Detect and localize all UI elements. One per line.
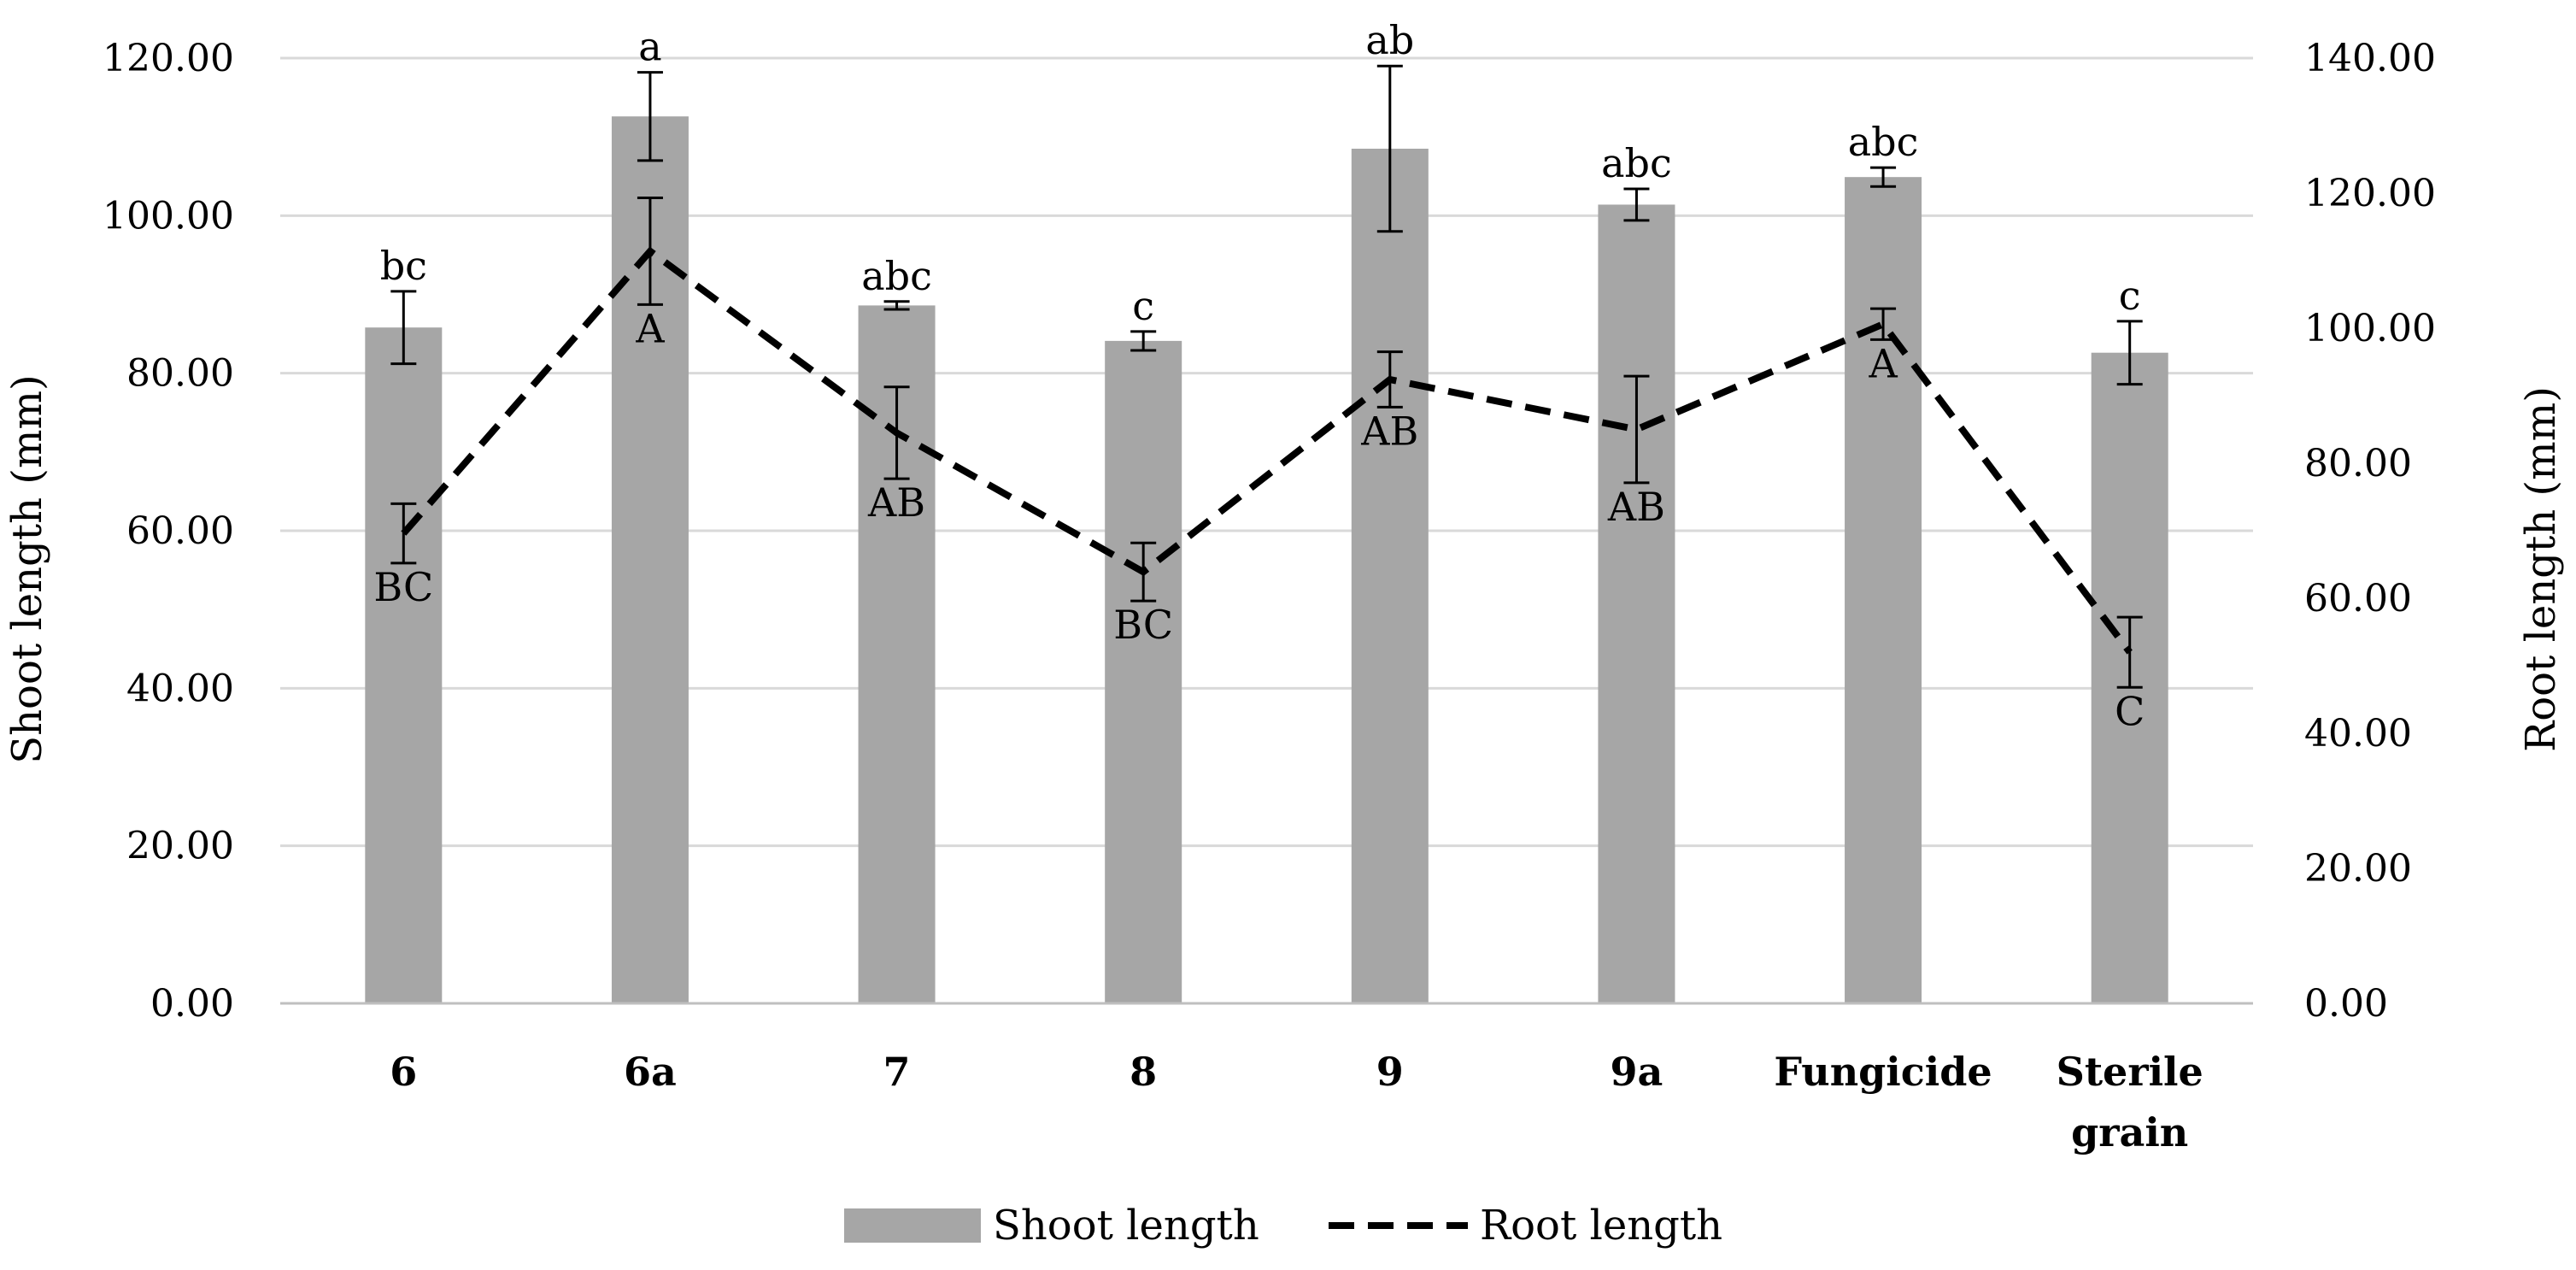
y-tick-label: 100.00 bbox=[103, 194, 234, 238]
bar bbox=[365, 327, 443, 1004]
root-sig-label: BC bbox=[373, 564, 433, 610]
bar bbox=[1598, 204, 1675, 1003]
y2-tick-label: 40.00 bbox=[2304, 712, 2412, 756]
y-tick-label: 20.00 bbox=[126, 825, 234, 868]
bar bbox=[1351, 148, 1429, 1003]
shoot-sig-label: c bbox=[2119, 273, 2141, 319]
root-length-line bbox=[401, 246, 2133, 655]
legend-shoot-swatch bbox=[844, 1208, 981, 1243]
root-sig-label: A bbox=[635, 305, 665, 351]
root-sig-label: AB bbox=[867, 479, 925, 526]
shoot-sig-label: a bbox=[638, 24, 661, 70]
y2-axis-title: Root length (mm) bbox=[2517, 386, 2565, 752]
shoot-sig-label: c bbox=[1132, 283, 1154, 329]
x-tick-label: 6a bbox=[624, 1049, 677, 1095]
x-tick-label: Sterile bbox=[2057, 1049, 2203, 1095]
bar bbox=[1105, 340, 1182, 1004]
y2-tick-label: 20.00 bbox=[2304, 847, 2412, 891]
y2-tick-label: 120.00 bbox=[2304, 172, 2436, 215]
y-tick-label: 120.00 bbox=[103, 37, 234, 80]
root-sig-label: A bbox=[1868, 340, 1898, 386]
y2-tick-label: 100.00 bbox=[2304, 307, 2436, 350]
shoot-length-bars bbox=[365, 116, 2168, 1004]
x-tick-label: 6 bbox=[390, 1049, 417, 1095]
gridlines bbox=[280, 56, 2253, 848]
y-tick-label: 40.00 bbox=[126, 667, 234, 710]
root-sig-label: AB bbox=[1607, 484, 1665, 530]
x-tick-label: grain bbox=[2071, 1109, 2188, 1155]
root-length-path bbox=[401, 246, 2133, 655]
y2-tick-label: 80.00 bbox=[2304, 442, 2412, 485]
shoot-sig-label: bc bbox=[380, 243, 427, 289]
root-length-error-bars bbox=[390, 197, 2143, 689]
legend: Shoot length Root length bbox=[844, 1202, 1722, 1249]
legend-root-label: Root length bbox=[1480, 1202, 1722, 1249]
x-tick-label: 9a bbox=[1611, 1049, 1664, 1095]
y-tick-label: 0.00 bbox=[150, 982, 234, 1026]
root-sig-label: C bbox=[2115, 688, 2145, 734]
bar bbox=[1845, 177, 1922, 1004]
legend-shoot-label: Shoot length bbox=[993, 1202, 1259, 1249]
shoot-sig-label: abc bbox=[1601, 140, 1672, 186]
y-axis-title: Shoot length (mm) bbox=[3, 374, 51, 763]
y-tick-label: 60.00 bbox=[126, 509, 234, 553]
shoot-sig-label: ab bbox=[1365, 17, 1414, 63]
y2-tick-label: 140.00 bbox=[2304, 37, 2436, 80]
x-tick-label: 7 bbox=[883, 1049, 911, 1095]
root-sig-label: AB bbox=[1360, 408, 1418, 454]
x-tick-label: 8 bbox=[1130, 1049, 1157, 1095]
root-sig-label: BC bbox=[1113, 602, 1173, 648]
y2-tick-label: 60.00 bbox=[2304, 577, 2412, 620]
y-tick-label: 80.00 bbox=[126, 352, 234, 396]
significance-labels: bc a abc c ab abc abc c BC A AB BC AB AB A C bbox=[373, 17, 2145, 734]
x-tick-label: 9 bbox=[1376, 1049, 1404, 1095]
x-tick-label: Fungicide bbox=[1774, 1049, 1992, 1095]
shoot-sig-label: abc bbox=[1848, 119, 1919, 165]
shoot-length-error-bars bbox=[390, 64, 2143, 386]
shoot-sig-label: abc bbox=[861, 253, 932, 299]
y2-tick-label: 0.00 bbox=[2304, 982, 2388, 1026]
axes: 0.00 20.00 40.00 60.00 80.00 100.00 120.00 0.00… bbox=[103, 37, 2436, 1155]
